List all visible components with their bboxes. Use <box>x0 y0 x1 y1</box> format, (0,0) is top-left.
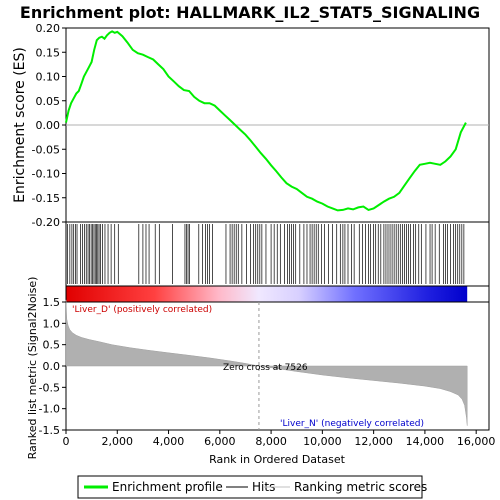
legend-enrichment-label: Enrichment profile <box>112 480 223 494</box>
metric-tick-label: 1.0 <box>43 317 61 330</box>
x-tick-label: 14,000 <box>406 435 445 448</box>
metric-tick-label: 0.0 <box>43 360 61 373</box>
es-tick-label: 0.05 <box>36 95 61 108</box>
es-tick-label: 0.15 <box>36 46 61 59</box>
legend-item-ranking: Ranking metric scores <box>264 480 427 494</box>
es-tick-label: 0.20 <box>36 22 61 35</box>
x-tick-label: 0 <box>63 435 70 448</box>
metric-axis-label: Ranked list metric (Signal2Noise) <box>26 277 39 460</box>
x-axis-label: Rank in Ordered Dataset <box>209 453 346 466</box>
hits-marks <box>67 224 465 284</box>
x-tick-label: 8,000 <box>255 435 287 448</box>
es-tick-label: 0.10 <box>36 71 61 84</box>
metric-axis-ticks: -1.5 -1.0 -0.5 0.0 0.5 1.0 1.5 <box>39 296 66 437</box>
es-tick-label: -0.20 <box>32 216 60 229</box>
x-tick-label: 12,000 <box>354 435 393 448</box>
x-tick-label: 10,000 <box>303 435 342 448</box>
positive-correlation-label: 'Liver_D' (positively correlated) <box>72 305 212 315</box>
x-tick-label: 6,000 <box>204 435 236 448</box>
es-tick-label: 0.00 <box>36 119 61 132</box>
legend-item-hits: Hits <box>226 480 275 494</box>
x-tick-label: 4,000 <box>153 435 185 448</box>
x-axis-ticks: 0 2,000 4,000 6,000 8,000 10,000 12,000 14,000 1… <box>63 430 496 448</box>
x-tick-label: 2,000 <box>102 435 134 448</box>
legend-ranking-label: Ranking metric scores <box>294 480 427 494</box>
negative-correlation-label: 'Liver_N' (negatively correlated) <box>280 419 424 429</box>
legend-hits-label: Hits <box>252 480 275 494</box>
es-tick-label: -0.10 <box>32 168 60 181</box>
zero-cross-label: Zero cross at 7526 <box>223 363 308 373</box>
metric-tick-label: 1.5 <box>43 296 61 309</box>
ranking-metric-area <box>65 299 468 426</box>
enrichment-profile-line <box>65 30 467 212</box>
es-tick-label: -0.15 <box>32 192 60 205</box>
es-axis-label: Enrichment score (ES) <box>12 47 28 203</box>
legend-item-enrichment: Enrichment profile <box>84 480 223 494</box>
x-tick-label: 16,000 <box>457 435 496 448</box>
metric-tick-label: -1.0 <box>39 403 60 416</box>
metric-tick-label: -1.5 <box>39 424 60 437</box>
chart-title: Enrichment plot: HALLMARK_IL2_STAT5_SIGN… <box>20 3 480 22</box>
legend-box <box>77 475 423 499</box>
es-axis-ticks: -0.20 -0.15 -0.10 -0.05 0.00 0.05 0.10 0.15 0.20 <box>32 22 66 229</box>
es-tick-label: -0.05 <box>32 143 60 156</box>
metric-tick-label: 0.5 <box>43 339 61 352</box>
ranking-gradient-bar <box>66 286 468 302</box>
metric-tick-label: -0.5 <box>39 381 60 394</box>
